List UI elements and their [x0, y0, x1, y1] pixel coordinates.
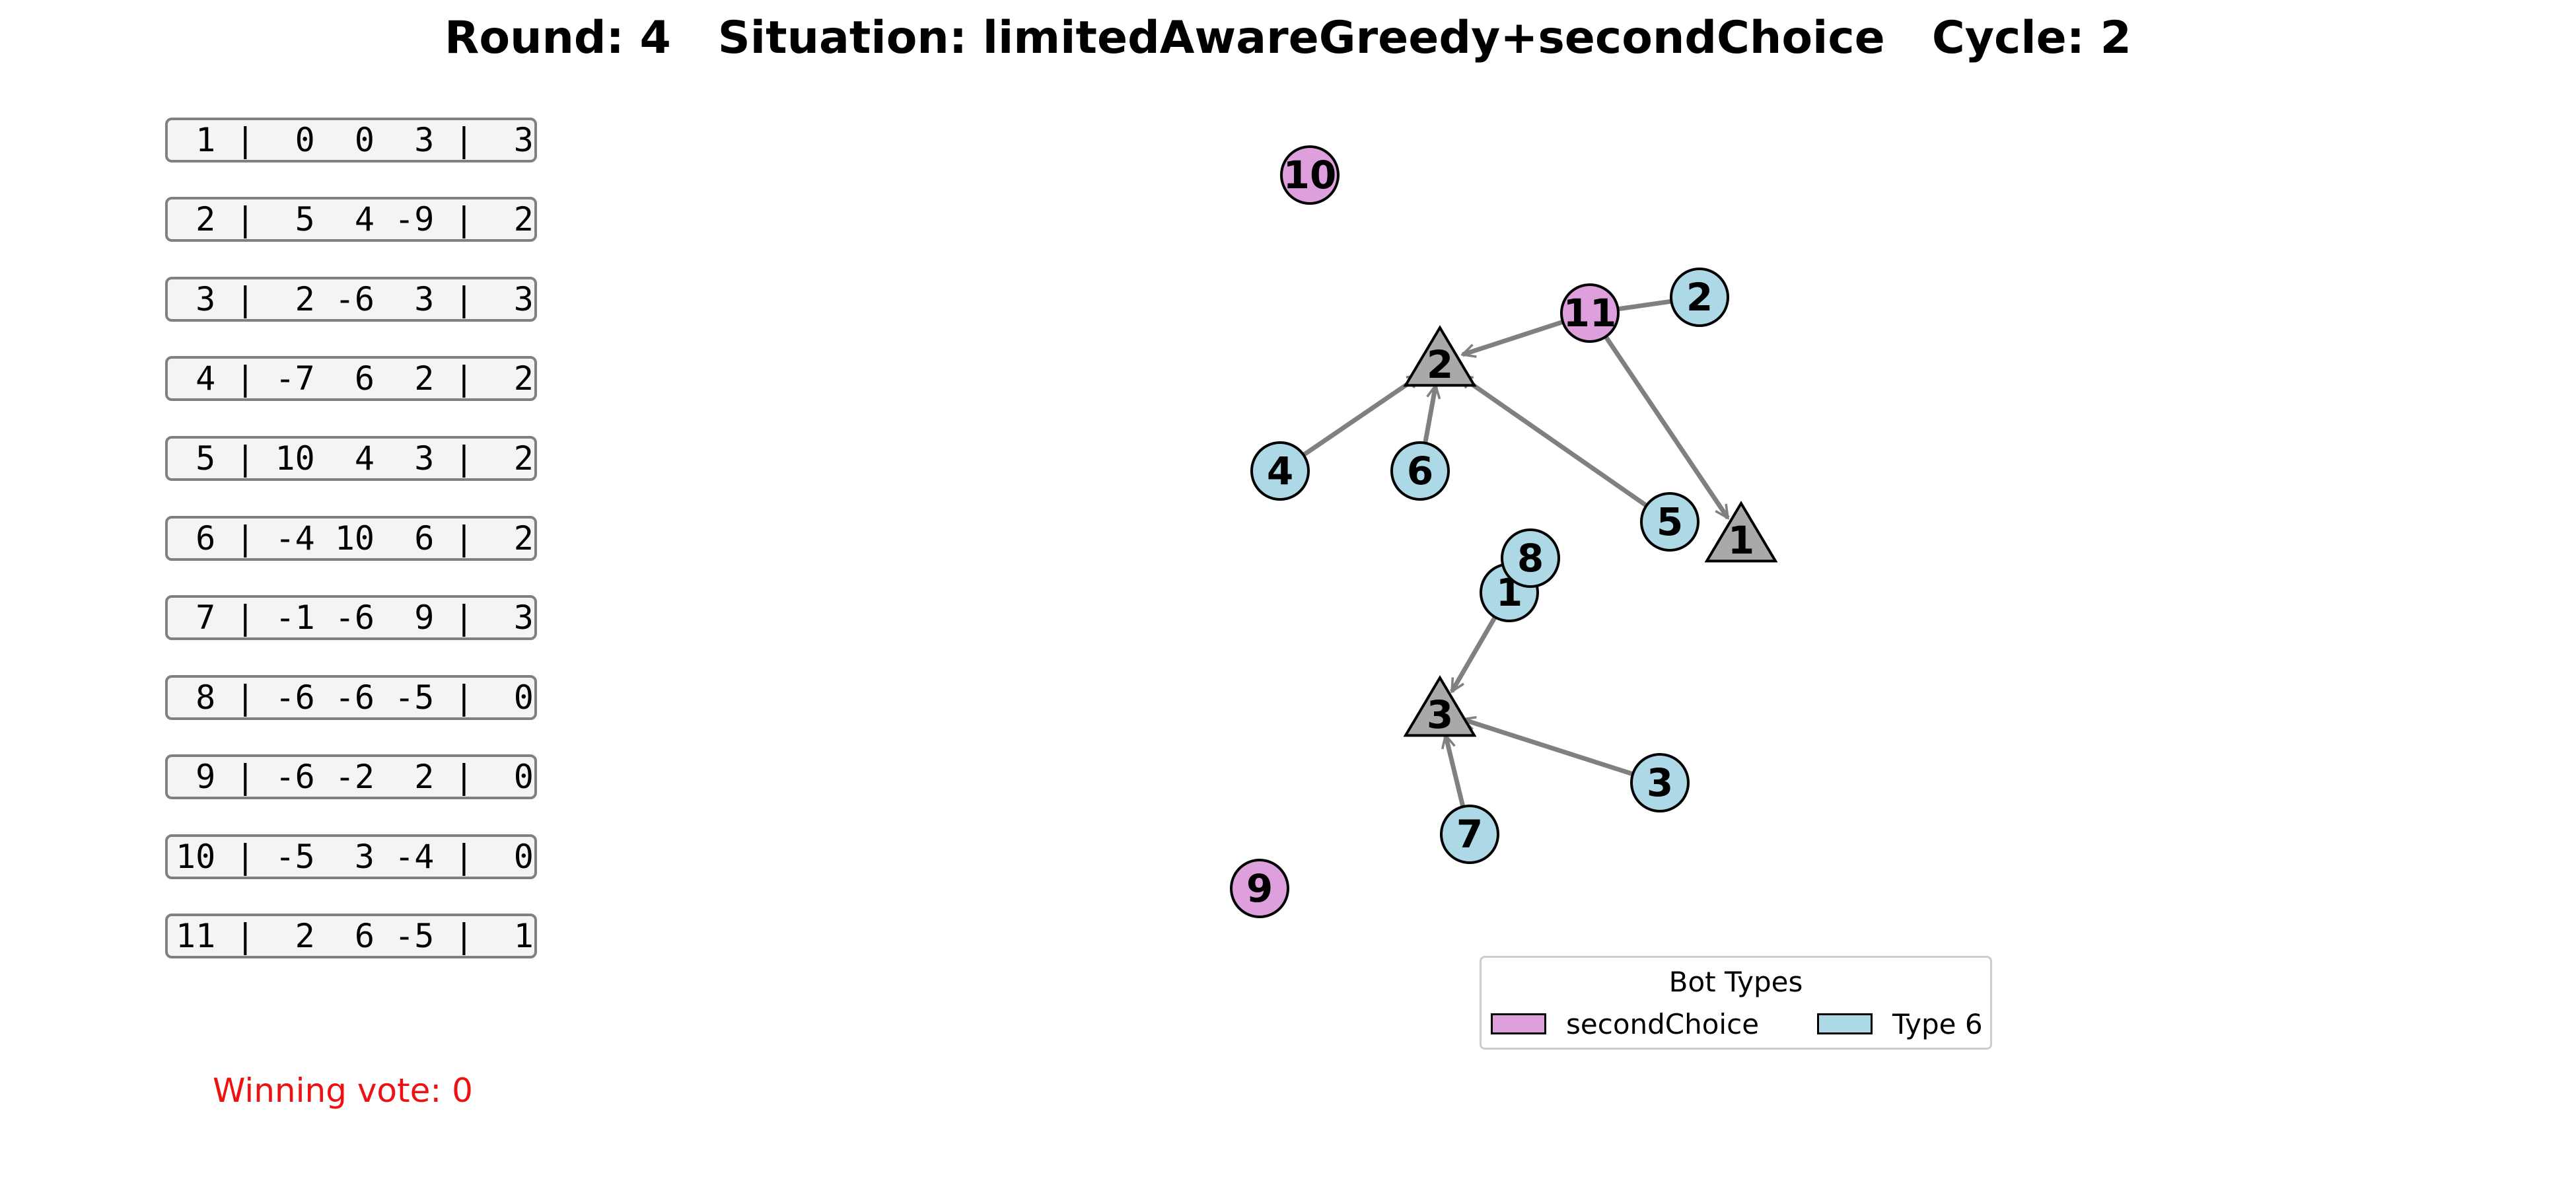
bot-node-8	[1501, 528, 1560, 588]
bot-node-7	[1440, 805, 1499, 864]
link-bot-11-bot-2	[1618, 299, 1672, 312]
edge-bot-5-to-opt-2	[1460, 373, 1648, 508]
bot-label-9: 9	[1246, 866, 1273, 911]
edge-bot-11-to-opt-1	[1604, 335, 1730, 518]
option-node-1	[1704, 501, 1778, 563]
table-row-10: 10 | -5 3 -4 | 0	[165, 834, 537, 879]
edge-bot-7-to-opt-3	[1446, 735, 1466, 808]
table-row-1: 1 | 0 0 3 | 3	[165, 118, 537, 162]
option-label-3: 3	[1427, 692, 1453, 737]
bot-label-5: 5	[1657, 499, 1683, 544]
table-row-11: 11 | 2 6 -5 | 1	[165, 914, 537, 958]
bot-node-11	[1560, 283, 1620, 343]
bot-node-4	[1250, 441, 1310, 501]
bot-node-3	[1630, 753, 1690, 812]
edge-bot-1-to-opt-3	[1450, 616, 1497, 692]
edges-layer	[1302, 299, 1730, 808]
edge-bot-3-to-opt-3	[1462, 719, 1634, 777]
legend-swatch-type6	[1817, 1013, 1873, 1034]
bot-label-8: 8	[1517, 536, 1544, 581]
option-label-1: 1	[1728, 518, 1754, 563]
bot-node-6	[1390, 441, 1450, 501]
table-row-4: 4 | -7 6 2 | 2	[165, 356, 537, 401]
bot-node-5	[1640, 492, 1699, 552]
table-row-5: 5 | 10 4 3 | 2	[165, 436, 537, 481]
legend-item-type6: Type 6	[1817, 1008, 1983, 1040]
winning-vote-text: Winning vote: 0	[213, 1071, 473, 1110]
edge-bot-6-to-opt-2	[1423, 385, 1436, 444]
edge-bot-11-to-opt-2	[1462, 319, 1564, 355]
bot-label-3: 3	[1647, 760, 1673, 805]
legend-label-type6: Type 6	[1892, 1007, 1983, 1040]
bot-node-9	[1230, 859, 1289, 918]
bot-label-7: 7	[1456, 812, 1483, 857]
bot-node-2	[1670, 268, 1729, 327]
option-node-2	[1403, 325, 1477, 387]
legend-label-secondchoice: secondChoice	[1566, 1007, 1760, 1040]
legend-swatch-secondchoice	[1491, 1013, 1546, 1034]
option-node-3	[1403, 675, 1477, 737]
table-row-7: 7 | -1 -6 9 | 3	[165, 595, 537, 640]
table-row-6: 6 | -4 10 6 | 2	[165, 516, 537, 561]
legend-item-secondchoice: secondChoice	[1491, 1008, 1759, 1040]
bot-label-10: 10	[1283, 153, 1337, 198]
edge-bot-4-to-opt-2	[1302, 373, 1421, 457]
table-row-9: 9 | -6 -2 2 | 0	[165, 754, 537, 799]
table-row-3: 3 | 2 -6 3 | 3	[165, 277, 537, 322]
table-row-8: 8 | -6 -6 -5 | 0	[165, 675, 537, 720]
page-title: Round: 4 Situation: limitedAwareGreedy+s…	[445, 12, 2131, 64]
table-row-2: 2 | 5 4 -9 | 2	[165, 197, 537, 242]
bot-label-4: 4	[1267, 449, 1293, 493]
legend: Bot Types secondChoice Type 6	[1480, 956, 1992, 1050]
bot-label-2: 2	[1686, 275, 1713, 320]
bot-label-11: 11	[1563, 291, 1617, 336]
option-label-2: 2	[1427, 342, 1453, 387]
bot-label-6: 6	[1407, 449, 1433, 493]
legend-title: Bot Types	[1668, 966, 1803, 998]
bot-node-10	[1280, 145, 1340, 205]
